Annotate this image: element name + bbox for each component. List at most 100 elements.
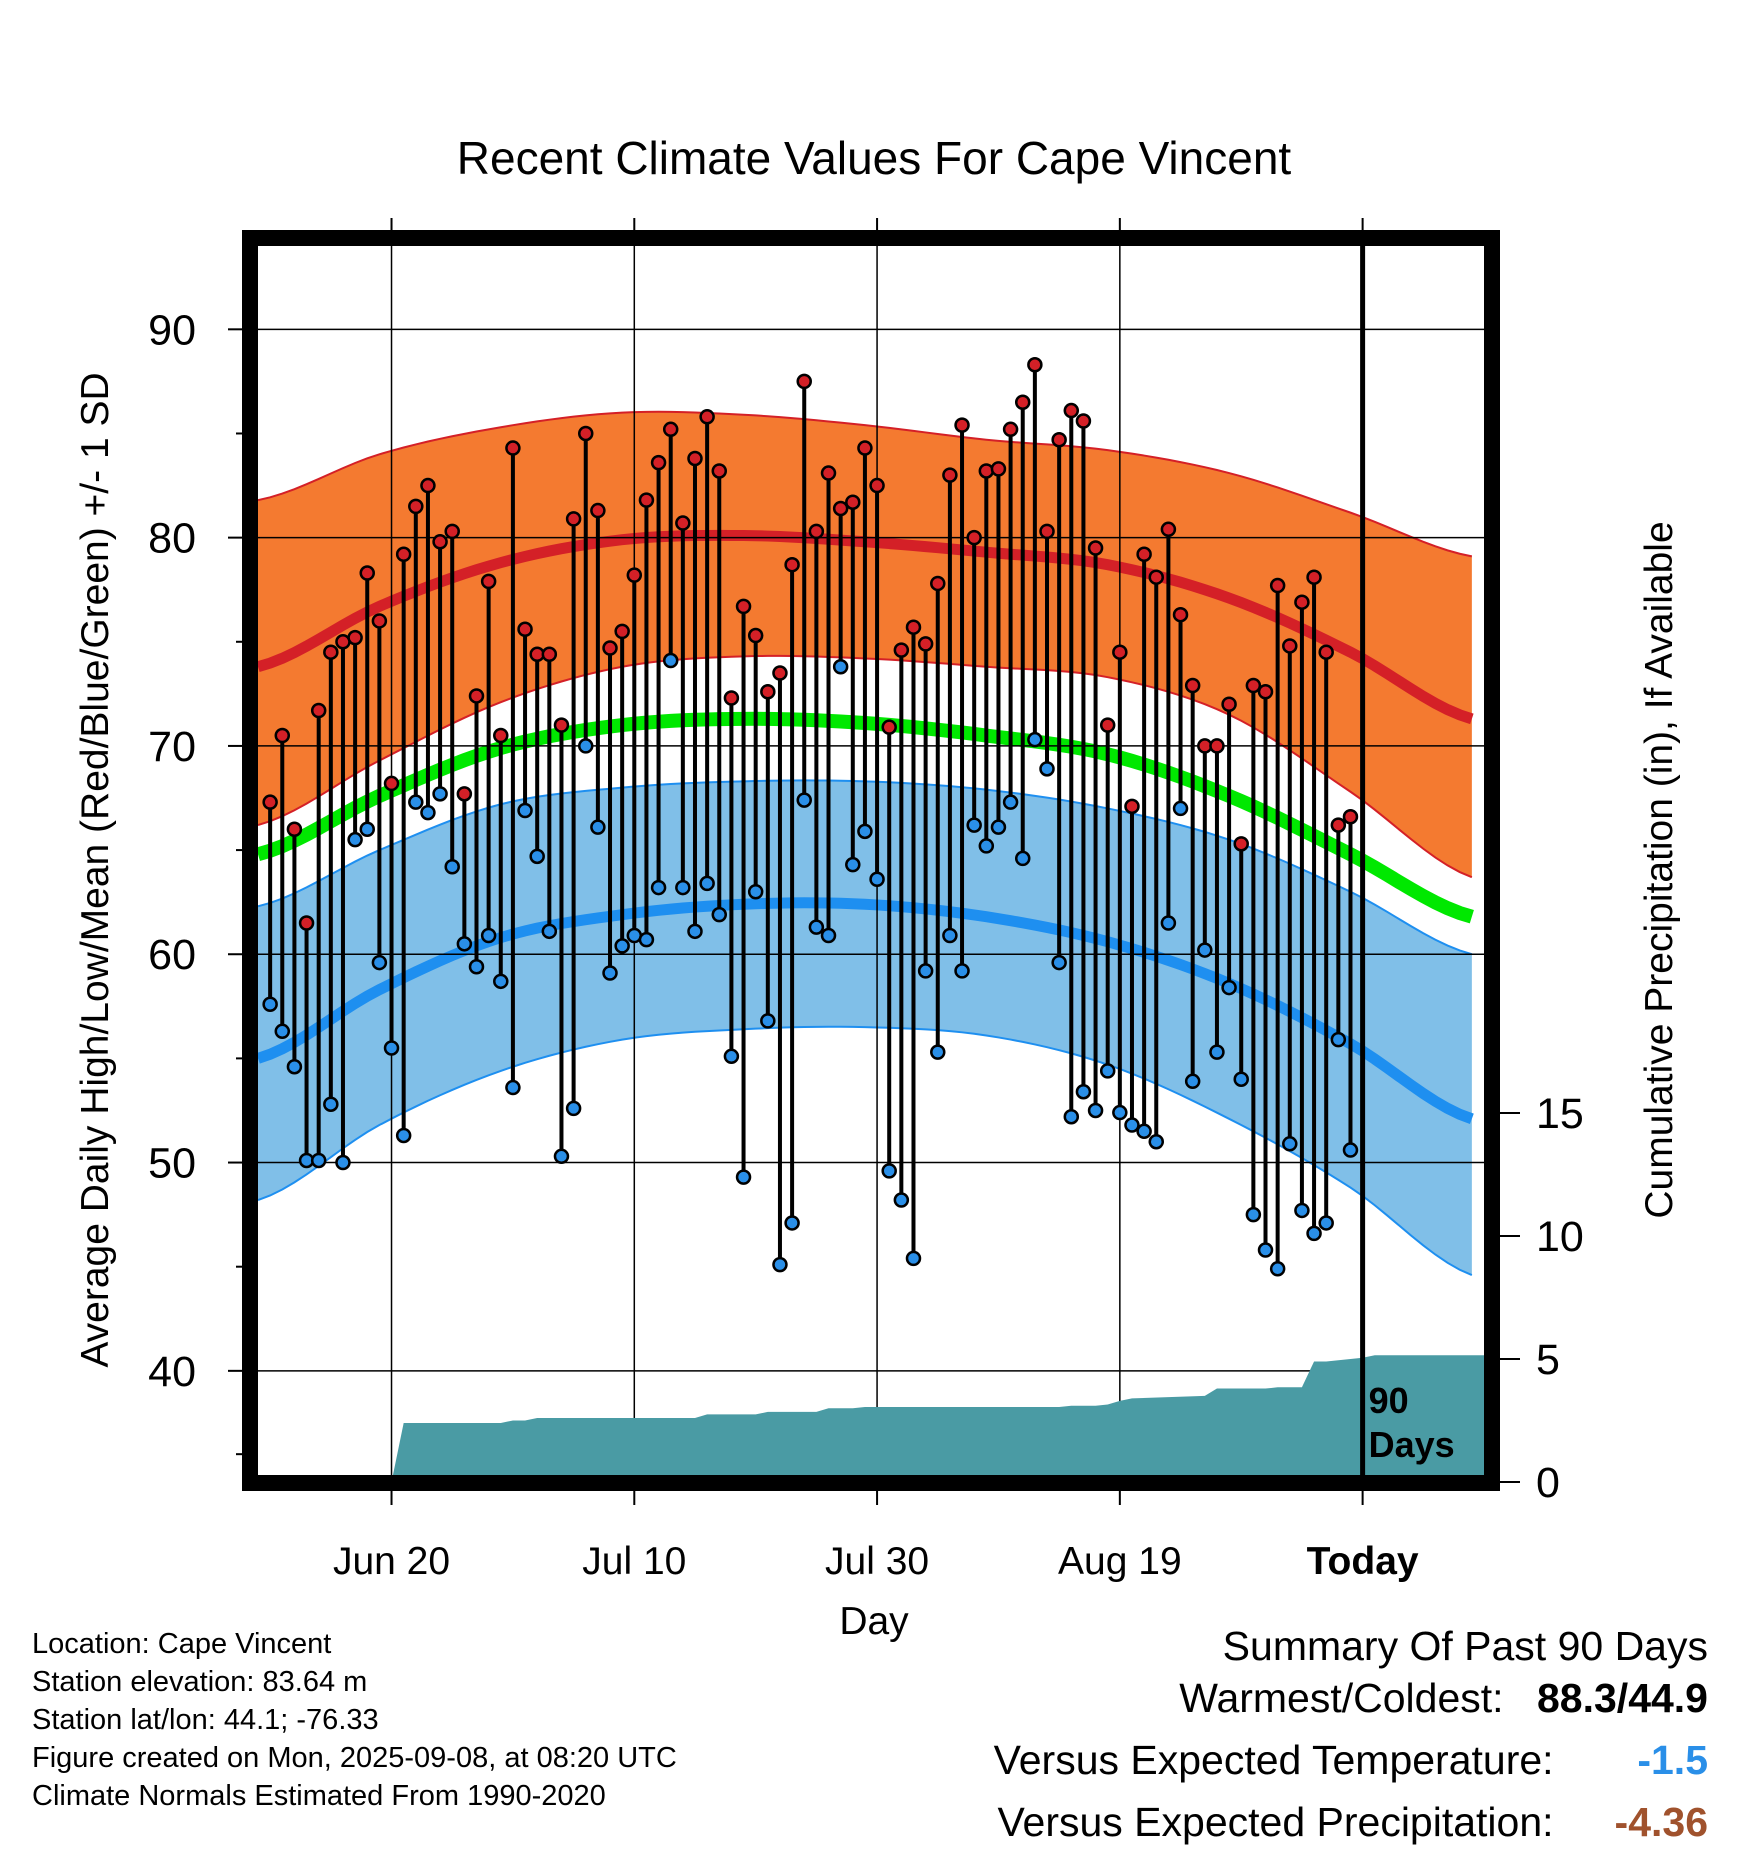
high-temp-point <box>881 719 897 735</box>
low-temp-point <box>1136 1123 1152 1140</box>
high-temp-point <box>274 727 291 744</box>
high-temp-point <box>323 644 339 660</box>
high-temp-point <box>1209 738 1225 754</box>
window-label: 90 <box>1369 1380 1409 1421</box>
high-temp-point <box>286 821 303 838</box>
cumulative-precip-area <box>392 1355 1484 1475</box>
high-temp-point <box>772 665 788 681</box>
high-temp-point <box>1172 606 1189 623</box>
low-temp-point <box>1294 1202 1310 1219</box>
y-tick-label: 90 <box>148 306 196 354</box>
latlon-text: Station lat/lon: 44.1; -76.33 <box>32 1704 379 1736</box>
high-temp-point <box>796 373 812 390</box>
high-temp-point <box>650 454 667 471</box>
high-temp-point <box>420 477 436 494</box>
plot-frame <box>242 230 1500 1491</box>
low-temp-point <box>869 871 885 887</box>
low-temp-point <box>687 923 703 940</box>
high-temp-point <box>711 463 728 479</box>
y-tick-label: 40 <box>148 1348 196 1396</box>
high-temp-point <box>747 627 764 644</box>
y-axis-label: Average Daily High/Low/Mean (Red/Blue/Gr… <box>74 372 117 1367</box>
high-temp-point <box>1027 356 1043 373</box>
x-tick-label: Jul 30 <box>825 1540 929 1583</box>
low-temp-point <box>420 804 436 821</box>
low-temp-point <box>832 659 849 675</box>
low-lower-line <box>258 1025 1473 1276</box>
low-temp-point <box>1257 1242 1274 1258</box>
high-temp-point <box>1318 644 1334 660</box>
low-temp-point <box>917 963 934 979</box>
x-tick-label: Aug 19 <box>1058 1540 1182 1583</box>
location-text: Location: Cape Vincent <box>32 1628 332 1660</box>
low-temp-point <box>553 1148 570 1165</box>
high-temp-point <box>1075 413 1092 429</box>
low-temp-point <box>1014 850 1031 867</box>
warmest-coldest-row: Warmest/Coldest: 88.3/44.9 <box>994 1672 1708 1734</box>
high-temp-point <box>444 523 460 540</box>
low-temp-point <box>517 802 533 819</box>
low-temp-point <box>1087 1102 1104 1119</box>
high-temp-point <box>359 565 375 581</box>
high-temp-point <box>371 613 388 629</box>
high-temp-point <box>310 702 327 719</box>
low-temp-point <box>274 1023 291 1040</box>
high-temp-point <box>857 440 873 456</box>
low-temp-point <box>662 652 679 669</box>
low-temp-point <box>760 1013 776 1029</box>
high-upper-line <box>258 410 1473 558</box>
y2-tick-label: 10 <box>1536 1213 1584 1261</box>
high-temp-point <box>1233 836 1249 852</box>
high-temp-point <box>1221 696 1237 713</box>
low-temp-point <box>371 954 388 971</box>
low-temp-point <box>590 819 606 835</box>
high-temp-point <box>699 409 715 425</box>
low-temp-point <box>1160 915 1177 931</box>
low-temp-point <box>954 963 970 979</box>
high-temp-point <box>930 575 946 592</box>
low-temp-point <box>747 883 764 900</box>
high-temp-point <box>675 515 691 531</box>
warmest-coldest-label: Warmest/Coldest: <box>1179 1675 1504 1721</box>
high-temp-point <box>1087 540 1104 556</box>
low-temp-point <box>1039 761 1055 777</box>
low-temp-point <box>675 879 691 896</box>
low-temp-point <box>1112 1104 1128 1121</box>
high-temp-point <box>954 417 970 433</box>
low-temp-point <box>1269 1261 1286 1277</box>
high-temp-point <box>917 636 934 652</box>
high-temp-point <box>735 598 752 615</box>
precip-departure-value: -4.36 <box>1614 1799 1708 1845</box>
high-temp-point <box>1282 638 1298 654</box>
high-temp-point <box>990 461 1007 477</box>
high-temp-point <box>541 646 558 663</box>
high-temp-point <box>808 523 825 540</box>
high-temp-point <box>565 511 582 527</box>
low-temp-point <box>395 1127 412 1144</box>
high-temp-point <box>1124 798 1140 815</box>
low-temp-point <box>650 879 667 896</box>
high-temp-point <box>626 567 643 583</box>
high-temp-point <box>784 556 800 573</box>
summary-title: Summary Of Past 90 Days <box>1222 1623 1708 1669</box>
high-temp-point <box>1051 431 1067 448</box>
low-temp-point <box>444 858 460 875</box>
low-temp-point <box>335 1154 351 1171</box>
low-temp-point <box>1184 1073 1201 1090</box>
high-temp-point <box>820 465 837 481</box>
high-temp-point <box>517 621 533 638</box>
low-temp-point <box>323 1096 339 1112</box>
created-text: Figure created on Mon, 2025-09-08, at 08… <box>32 1742 677 1774</box>
high-temp-point <box>602 640 618 656</box>
low-temp-point <box>1063 1108 1080 1125</box>
low-temp-point <box>699 875 715 892</box>
high-temp-point <box>590 502 606 519</box>
high-temp-point <box>1306 569 1322 585</box>
high-temp-point <box>1294 594 1310 610</box>
high-temp-point <box>298 915 315 931</box>
low-temp-point <box>1221 979 1237 996</box>
low-normal-line <box>258 897 1474 1124</box>
high-temp-point <box>1136 546 1152 563</box>
low-temp-point <box>565 1100 582 1117</box>
